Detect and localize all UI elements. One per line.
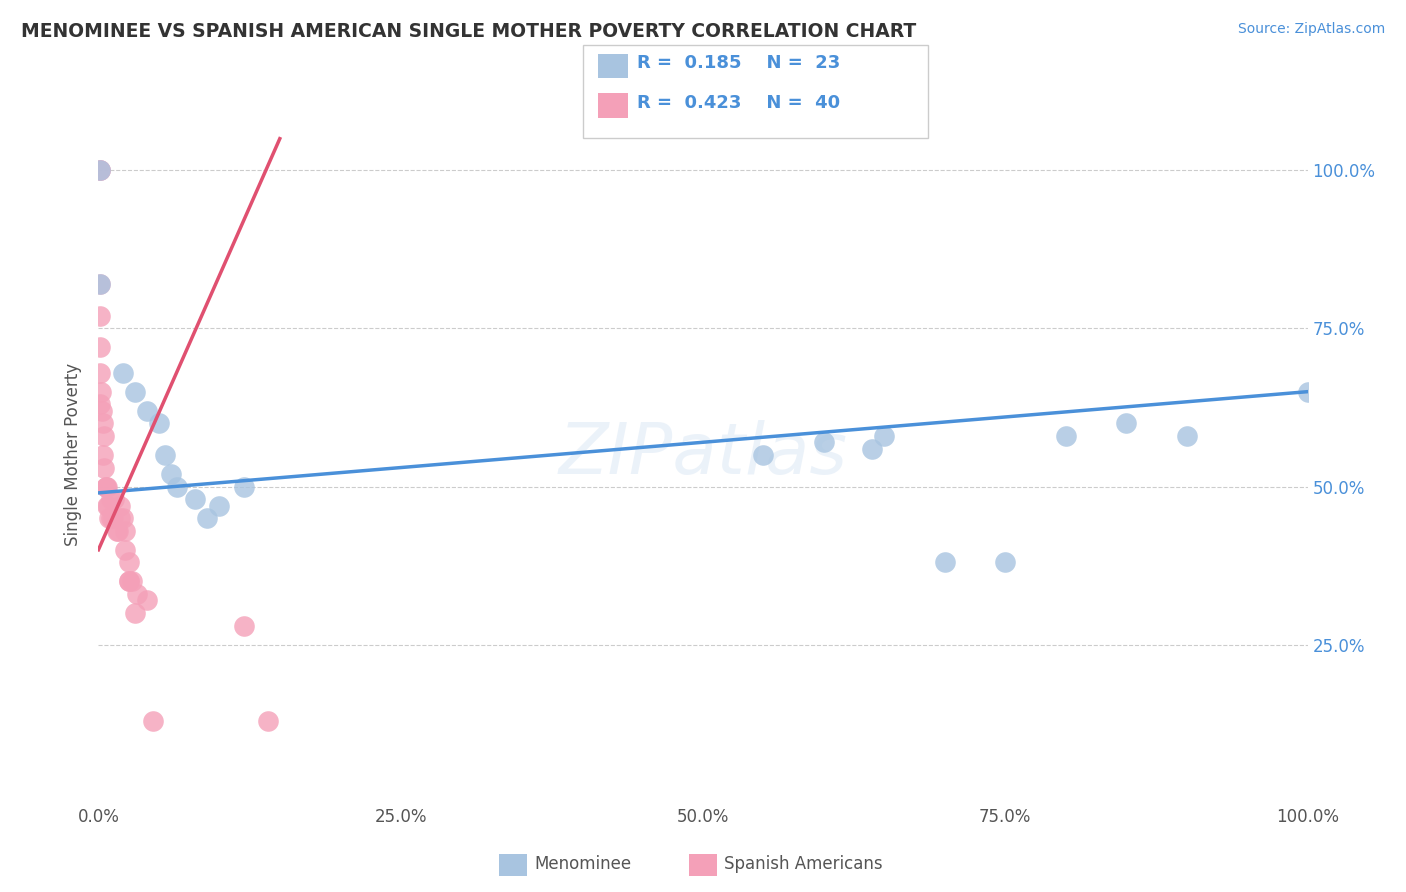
Point — [107, 524, 129, 538]
Text: R =  0.423    N =  40: R = 0.423 N = 40 — [637, 94, 839, 112]
Point — [860, 442, 883, 456]
Point — [148, 417, 170, 431]
Point — [111, 366, 134, 380]
Point — [93, 429, 115, 443]
Point — [96, 499, 118, 513]
Point — [208, 499, 231, 513]
Point — [142, 714, 165, 728]
Point — [89, 397, 111, 411]
Point — [1296, 384, 1319, 399]
Text: Source: ZipAtlas.com: Source: ZipAtlas.com — [1237, 22, 1385, 37]
Point — [108, 511, 131, 525]
Point — [127, 587, 149, 601]
Point — [118, 556, 141, 570]
Point — [94, 479, 117, 493]
Point — [89, 163, 111, 178]
Point — [124, 606, 146, 620]
Point — [96, 479, 118, 493]
Point — [94, 479, 117, 493]
Point — [105, 524, 128, 538]
Point — [89, 277, 111, 292]
Point — [813, 435, 835, 450]
Point — [90, 384, 112, 399]
Point — [121, 574, 143, 589]
Point — [89, 309, 111, 323]
Point — [91, 417, 114, 431]
Point — [153, 448, 176, 462]
Point — [1054, 429, 1077, 443]
Point — [114, 542, 136, 557]
Point — [232, 618, 254, 632]
Point — [89, 163, 111, 178]
Point — [1115, 417, 1137, 431]
Y-axis label: Single Mother Poverty: Single Mother Poverty — [65, 363, 83, 547]
Point — [103, 492, 125, 507]
Point — [994, 556, 1017, 570]
Text: Spanish Americans: Spanish Americans — [724, 855, 883, 872]
Point — [98, 511, 121, 525]
Point — [89, 277, 111, 292]
Point — [89, 366, 111, 380]
Text: ZIPatlas: ZIPatlas — [558, 420, 848, 490]
Point — [118, 574, 141, 589]
Point — [135, 593, 157, 607]
Point — [166, 479, 188, 493]
Point — [100, 492, 122, 507]
Text: R =  0.185    N =  23: R = 0.185 N = 23 — [637, 54, 841, 71]
Point — [195, 511, 218, 525]
Point — [752, 448, 775, 462]
Point — [89, 163, 111, 178]
Point — [89, 340, 111, 354]
Point — [114, 524, 136, 538]
Point — [135, 403, 157, 417]
Point — [91, 403, 114, 417]
Point — [100, 511, 122, 525]
Point — [101, 511, 124, 525]
Point — [111, 511, 134, 525]
Point — [1175, 429, 1198, 443]
Point — [873, 429, 896, 443]
Point — [184, 492, 207, 507]
Point — [124, 384, 146, 399]
Point — [934, 556, 956, 570]
Point — [91, 448, 114, 462]
Point — [160, 467, 183, 481]
Point — [97, 499, 120, 513]
Text: MENOMINEE VS SPANISH AMERICAN SINGLE MOTHER POVERTY CORRELATION CHART: MENOMINEE VS SPANISH AMERICAN SINGLE MOT… — [21, 22, 917, 41]
Point — [93, 460, 115, 475]
Point — [118, 574, 141, 589]
Text: Menominee: Menominee — [534, 855, 631, 872]
Point — [108, 499, 131, 513]
Point — [232, 479, 254, 493]
Point — [256, 714, 278, 728]
